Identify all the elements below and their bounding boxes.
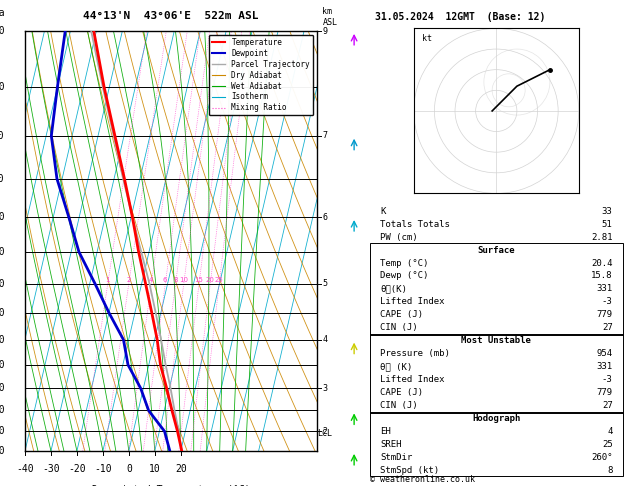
Text: CAPE (J): CAPE (J) <box>380 388 423 398</box>
Text: 15: 15 <box>194 277 203 283</box>
Text: 2: 2 <box>126 277 131 283</box>
Text: 350: 350 <box>0 82 4 92</box>
Text: CIN (J): CIN (J) <box>380 324 418 332</box>
Text: Totals Totals: Totals Totals <box>380 220 450 228</box>
Text: 900: 900 <box>0 426 4 436</box>
Text: 500: 500 <box>0 212 4 222</box>
Text: 550: 550 <box>0 247 4 257</box>
Text: K: K <box>380 207 386 216</box>
Text: 260°: 260° <box>591 453 613 462</box>
Text: 10: 10 <box>149 464 160 473</box>
Text: 779: 779 <box>596 388 613 398</box>
Text: 1: 1 <box>105 277 110 283</box>
Text: 10: 10 <box>179 277 188 283</box>
Text: 6: 6 <box>323 213 328 222</box>
Text: 600: 600 <box>0 278 4 289</box>
Text: 20: 20 <box>175 464 187 473</box>
Text: 8: 8 <box>173 277 178 283</box>
Text: -3: -3 <box>602 375 613 384</box>
Text: 15.8: 15.8 <box>591 272 613 280</box>
Text: 4: 4 <box>607 427 613 436</box>
Text: 27: 27 <box>602 324 613 332</box>
Text: -20: -20 <box>68 464 86 473</box>
Text: 331: 331 <box>596 363 613 371</box>
Text: Most Unstable: Most Unstable <box>461 336 532 346</box>
Text: CAPE (J): CAPE (J) <box>380 311 423 319</box>
Text: 51: 51 <box>602 220 613 228</box>
Text: 2: 2 <box>323 427 328 436</box>
Text: 25: 25 <box>602 440 613 450</box>
Text: 779: 779 <box>596 311 613 319</box>
Text: 450: 450 <box>0 174 4 184</box>
Text: 331: 331 <box>596 284 613 294</box>
Text: θᴇ(K): θᴇ(K) <box>380 284 407 294</box>
Text: -40: -40 <box>16 464 34 473</box>
Text: Dewpoint / Temperature (°C): Dewpoint / Temperature (°C) <box>92 485 250 486</box>
Text: 3: 3 <box>323 384 328 393</box>
Text: θᴇ (K): θᴇ (K) <box>380 363 412 371</box>
Text: 950: 950 <box>0 446 4 456</box>
Text: 8: 8 <box>607 466 613 475</box>
Text: 33: 33 <box>602 207 613 216</box>
Text: -10: -10 <box>94 464 112 473</box>
Text: StmSpd (kt): StmSpd (kt) <box>380 466 439 475</box>
Text: 5: 5 <box>323 279 328 288</box>
Text: 6: 6 <box>163 277 167 283</box>
Text: StmDir: StmDir <box>380 453 412 462</box>
Text: 2.81: 2.81 <box>591 232 613 242</box>
Text: -30: -30 <box>42 464 60 473</box>
Text: 650: 650 <box>0 308 4 318</box>
Text: © weatheronline.co.uk: © weatheronline.co.uk <box>370 474 475 484</box>
Text: 25: 25 <box>214 277 223 283</box>
Text: 20.4: 20.4 <box>591 259 613 267</box>
Text: Pressure (mb): Pressure (mb) <box>380 349 450 358</box>
Text: hPa: hPa <box>0 8 4 18</box>
Text: 44°13'N  43°06'E  522m ASL: 44°13'N 43°06'E 522m ASL <box>83 11 259 21</box>
Text: 750: 750 <box>0 360 4 370</box>
Text: EH: EH <box>380 427 391 436</box>
Text: 400: 400 <box>0 131 4 141</box>
Text: LCL: LCL <box>318 429 333 438</box>
Text: 800: 800 <box>0 383 4 393</box>
Text: kt: kt <box>422 34 432 43</box>
Text: -3: -3 <box>602 297 613 307</box>
Text: Temp (°C): Temp (°C) <box>380 259 428 267</box>
Text: 31.05.2024  12GMT  (Base: 12): 31.05.2024 12GMT (Base: 12) <box>375 12 545 22</box>
Text: 7: 7 <box>323 131 328 140</box>
Text: PW (cm): PW (cm) <box>380 232 418 242</box>
Text: 700: 700 <box>0 335 4 345</box>
Text: Lifted Index: Lifted Index <box>380 375 445 384</box>
Text: 9: 9 <box>323 27 328 35</box>
Text: km
ASL: km ASL <box>323 7 337 27</box>
Text: 20: 20 <box>206 277 214 283</box>
Text: 954: 954 <box>596 349 613 358</box>
Text: CIN (J): CIN (J) <box>380 401 418 410</box>
Text: 0: 0 <box>126 464 131 473</box>
Legend: Temperature, Dewpoint, Parcel Trajectory, Dry Adiabat, Wet Adiabat, Isotherm, Mi: Temperature, Dewpoint, Parcel Trajectory… <box>209 35 313 115</box>
Text: 4: 4 <box>323 335 328 344</box>
Text: SREH: SREH <box>380 440 401 450</box>
Text: Dewp (°C): Dewp (°C) <box>380 272 428 280</box>
Text: Hodograph: Hodograph <box>472 415 520 423</box>
Text: 850: 850 <box>0 405 4 416</box>
Text: 4: 4 <box>149 277 153 283</box>
Text: Lifted Index: Lifted Index <box>380 297 445 307</box>
Text: 300: 300 <box>0 26 4 36</box>
Text: 27: 27 <box>602 401 613 410</box>
Text: Surface: Surface <box>477 245 515 255</box>
